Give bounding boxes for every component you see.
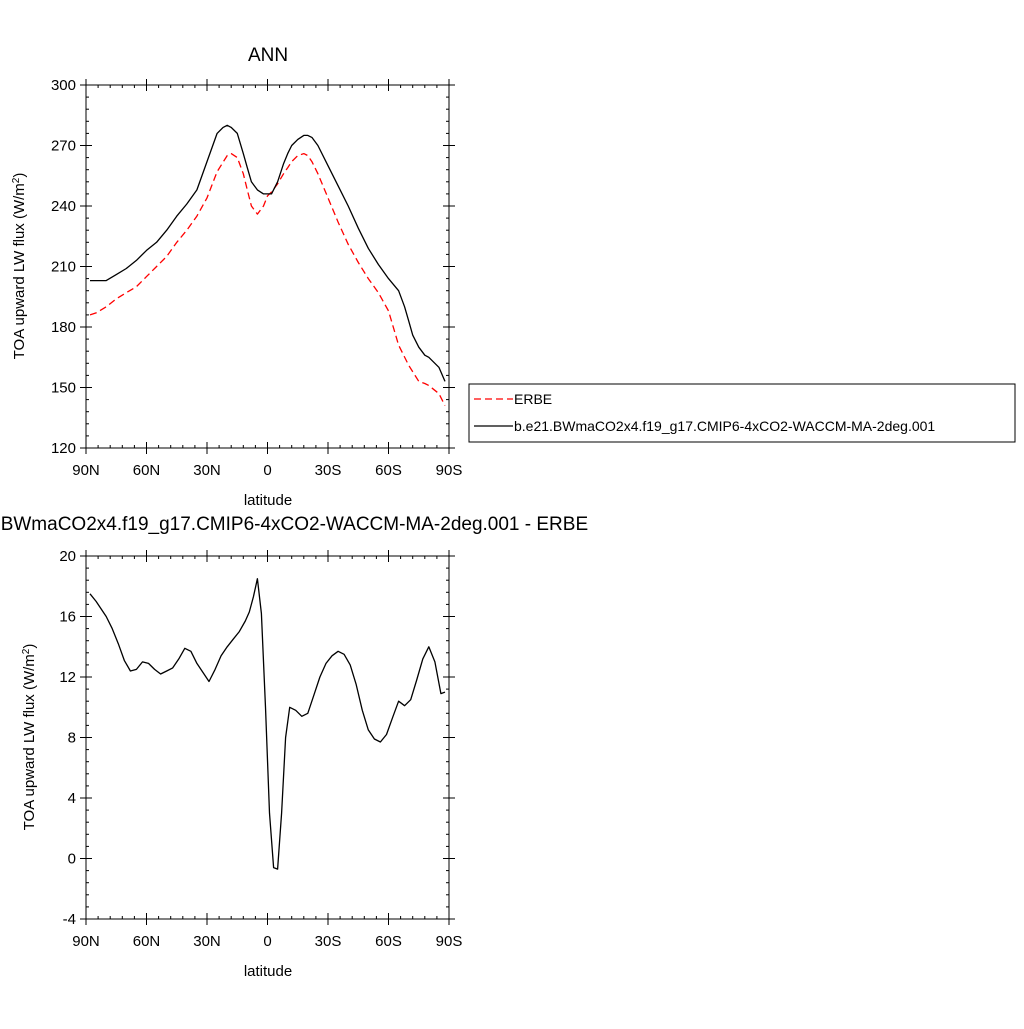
legend-model-label: b.e21.BWmaCO2x4.f19_g17.CMIP6-4xCO2-WACC…	[514, 418, 935, 434]
legend: ERBE b.e21.BWmaCO2x4.f19_g17.CMIP6-4xCO2…	[468, 383, 1016, 443]
top-series-line-0	[89, 152, 446, 406]
y-tick-label: 180	[51, 319, 76, 336]
y-tick-label: -4	[63, 911, 76, 928]
x-tick-label: 90N	[72, 462, 100, 479]
y-tick-label: 270	[51, 138, 76, 155]
bottom-plot-frame	[85, 555, 450, 920]
y-tick-label: 12	[59, 669, 76, 686]
bottom-panel: b.e21.BWmaCO2x4.f19_g17.CMIP6-4xCO2-WACC…	[0, 514, 588, 980]
top-panel: ANN 90N 60N 30N 0 30S 60S 90S 120 150 180 210 240 2…	[11, 45, 1016, 509]
top-plot-frame	[85, 84, 450, 449]
top-chart-title: ANN	[248, 45, 288, 66]
x-tick-label: 0	[263, 462, 271, 479]
top-minor-ticks	[86, 85, 449, 448]
top-series	[89, 124, 446, 406]
y-tick-label: 150	[51, 380, 76, 397]
top-x-axis-label: latitude	[244, 492, 292, 509]
top-x-ticks: 90N 60N 30N 0 30S 60S 90S	[72, 79, 462, 479]
bottom-y-axis-label: TOA upward LW flux (W/m2)	[21, 644, 38, 831]
y-tick-label: 20	[59, 548, 76, 565]
y-tick-label: 240	[51, 198, 76, 215]
top-series-line-1	[90, 124, 446, 382]
y-tick-label: 0	[68, 851, 76, 868]
top-y-axis-label: TOA upward LW flux (W/m2)	[11, 173, 28, 360]
x-tick-label: 60S	[375, 462, 402, 479]
x-tick-label: 60S	[375, 933, 402, 950]
x-tick-label: 30S	[315, 462, 342, 479]
x-tick-label: 60N	[133, 933, 161, 950]
bottom-x-axis-label: latitude	[244, 963, 292, 980]
bottom-series-line-0	[89, 578, 446, 870]
y-tick-label: 210	[51, 259, 76, 276]
y-tick-label: 8	[68, 730, 76, 747]
x-tick-label: 60N	[133, 462, 161, 479]
legend-box	[468, 383, 1016, 443]
y-tick-label: 4	[68, 790, 76, 807]
x-tick-label: 90S	[436, 933, 463, 950]
legend-erbe-label: ERBE	[514, 391, 552, 407]
bottom-y-ticks: -4 0 4 8 12 16 20	[59, 548, 455, 928]
y-tick-label: 16	[59, 609, 76, 626]
x-tick-label: 30N	[193, 933, 221, 950]
x-tick-label: 90S	[436, 462, 463, 479]
x-tick-label: 0	[263, 933, 271, 950]
y-tick-label: 120	[51, 440, 76, 457]
bottom-series	[89, 578, 446, 870]
bottom-minor-ticks	[86, 556, 449, 919]
x-tick-label: 30S	[315, 933, 342, 950]
bottom-chart-title: b.e21.BWmaCO2x4.f19_g17.CMIP6-4xCO2-WACC…	[0, 514, 588, 535]
x-tick-label: 90N	[72, 933, 100, 950]
x-tick-label: 30N	[193, 462, 221, 479]
y-tick-label: 300	[51, 77, 76, 94]
top-y-ticks: 120 150 180 210 240 270 300	[51, 77, 455, 457]
